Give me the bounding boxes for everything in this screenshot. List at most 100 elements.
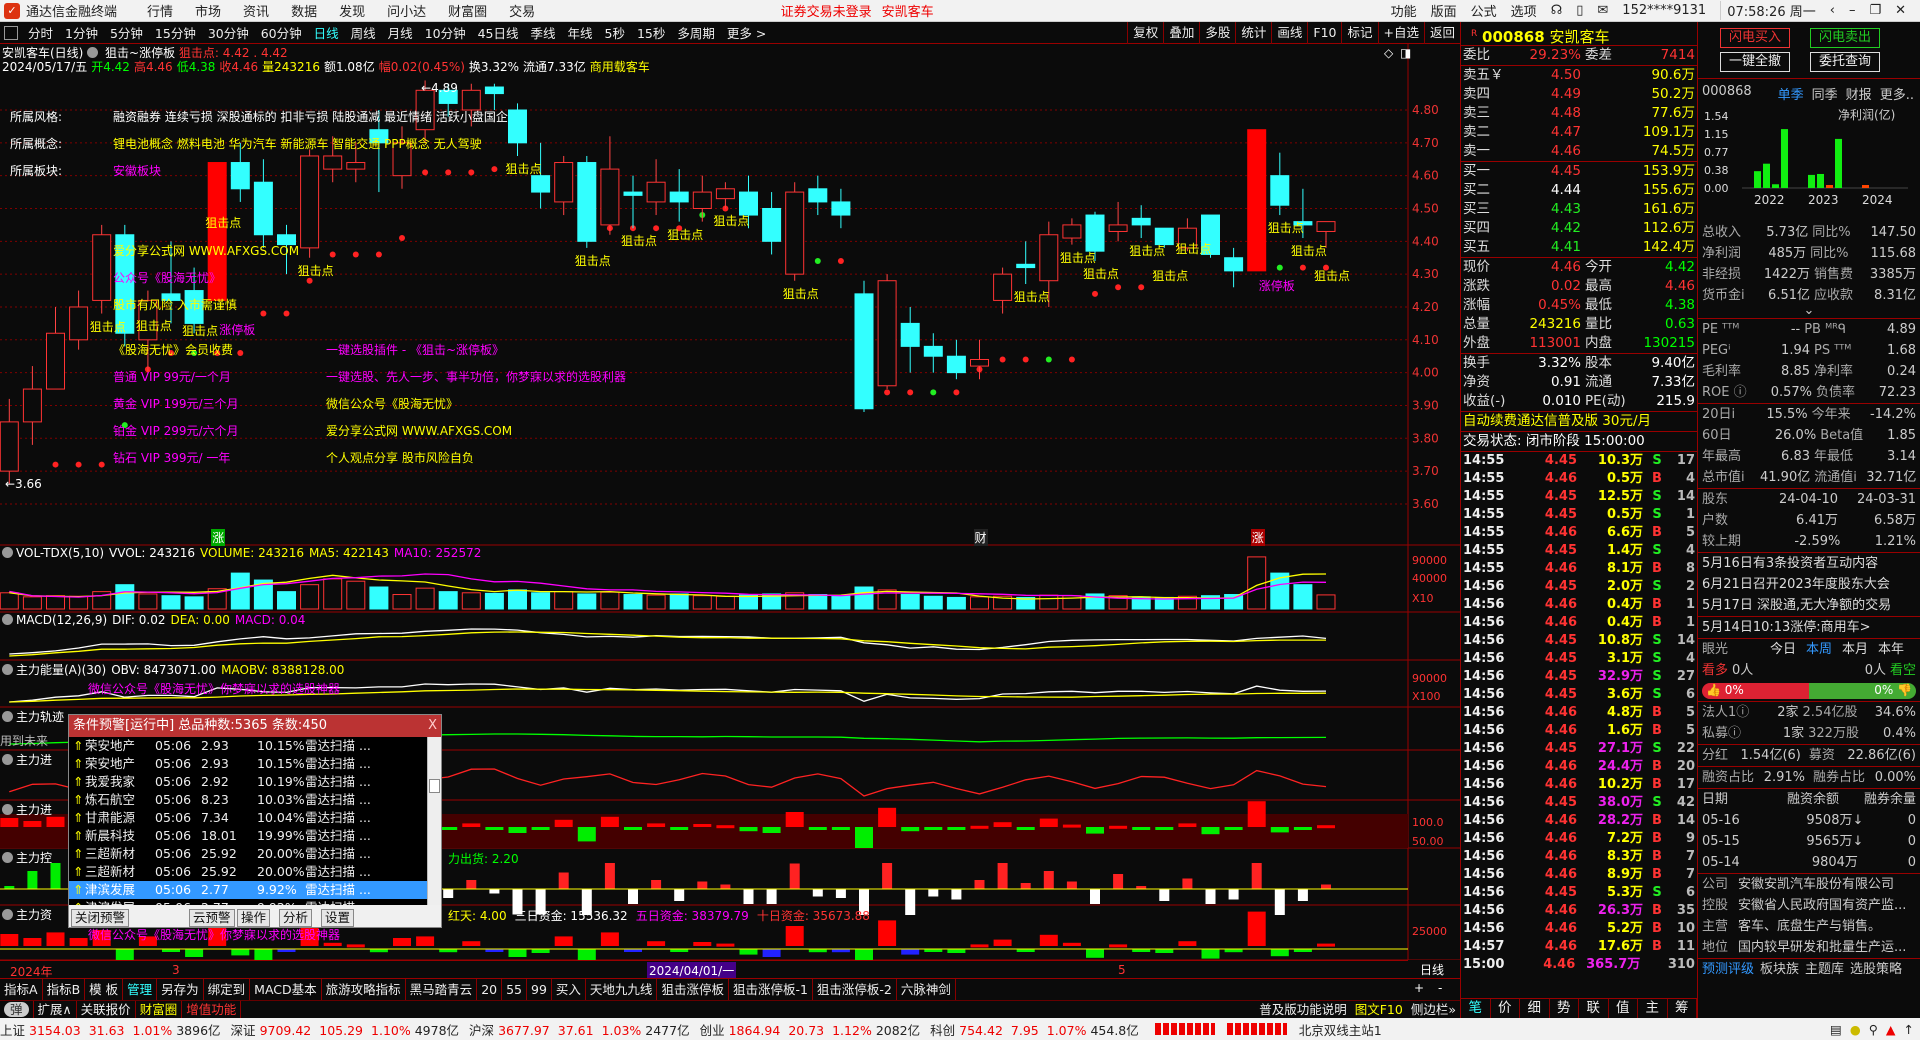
indicator-button[interactable]: 20 xyxy=(477,979,503,1000)
close-icon[interactable]: ✕ xyxy=(1895,3,1906,18)
bottom-link[interactable]: 选股策略 xyxy=(1850,962,1903,977)
signal-icon[interactable]: ⚲ xyxy=(1868,1021,1878,1037)
menu-7[interactable]: 交易 xyxy=(509,5,536,20)
quote-tab[interactable]: 值 xyxy=(1609,999,1638,1018)
dialog-button[interactable]: 云预警 xyxy=(189,909,235,927)
indicator-button[interactable]: 55 xyxy=(502,979,527,1000)
message-icon[interactable]: ✉ xyxy=(1597,3,1609,18)
quote-tab[interactable]: 主 xyxy=(1638,999,1668,1018)
indicator-menu-icon[interactable] xyxy=(2,909,13,920)
period-tab[interactable]: 1分钟 xyxy=(65,26,98,41)
vip-button[interactable]: 增值功能 xyxy=(182,1001,242,1018)
alert-row[interactable]: ⇑津滨发展 05:06 2.77 9.92% 雷达扫描 ... xyxy=(69,881,427,899)
vision-tab[interactable]: 本月 xyxy=(1841,642,1868,657)
indicator-button[interactable]: 狙击涨停板 xyxy=(657,979,729,1000)
chart-tool-button[interactable]: F10 xyxy=(1307,21,1341,44)
back-icon[interactable]: ‹ xyxy=(1829,3,1835,18)
toggle-switch[interactable]: 弹 xyxy=(4,1002,29,1017)
minimize-icon[interactable]: – xyxy=(1848,3,1856,18)
quote-tab[interactable]: 势 xyxy=(1550,999,1579,1018)
indicator-button[interactable]: 黑马踏青云 xyxy=(406,979,478,1000)
chart-tool-button[interactable]: 叠加 xyxy=(1163,21,1199,44)
indicator-button[interactable]: 指标A xyxy=(0,979,43,1000)
coin-icon[interactable]: ● xyxy=(1849,1021,1861,1037)
period-tab[interactable]: 多周期 xyxy=(677,26,715,41)
period-tab[interactable]: 15秒 xyxy=(636,26,666,41)
stock-alert[interactable]: 安凯客车 xyxy=(881,5,934,20)
period-tab[interactable]: 更多 > xyxy=(726,26,767,41)
expand-button[interactable]: 扩展∧ xyxy=(34,1001,77,1018)
bear-bar[interactable]: 0% 👎 xyxy=(1809,683,1916,699)
sidebar-toggle-icon[interactable] xyxy=(4,25,18,40)
alert-row[interactable]: ⇑ 三超新材 05:06 25.92 20.00% 雷达扫描 ... xyxy=(69,845,427,863)
panel-toggle-icon[interactable]: ◨ xyxy=(1400,46,1412,60)
chart-tool-button[interactable]: 统计 xyxy=(1235,21,1271,44)
indicator-button[interactable]: 另存为 xyxy=(157,979,204,1000)
menu-2[interactable]: 资讯 xyxy=(243,5,270,20)
period-tab[interactable]: 日线 xyxy=(313,26,339,41)
period-tab[interactable]: 30分钟 xyxy=(207,26,249,41)
traffic-light-icon[interactable]: ▲ xyxy=(1885,1021,1896,1037)
vision-tab[interactable]: 今日 xyxy=(1769,642,1796,657)
order-query-button[interactable]: 委托查询 xyxy=(1810,52,1880,72)
quote-tab[interactable]: 联 xyxy=(1579,999,1609,1018)
period-tab[interactable]: 10分钟 xyxy=(424,26,466,41)
indicator-button[interactable]: 99 xyxy=(527,979,552,1000)
alert-list[interactable]: ⇑ 荣安地产 05:06 2.93 10.15% 雷达扫描 ... ⇑ 荣安地产 05:06 2.… xyxy=(69,737,427,905)
dialog-title-bar[interactable]: 条件预警[运行中] 总品种数:5365 条数:450 X xyxy=(69,715,441,737)
period-tab[interactable]: 60分钟 xyxy=(260,26,302,41)
user-account[interactable]: 152****9131 xyxy=(1622,3,1707,18)
period-tab[interactable]: 45日线 xyxy=(477,26,519,41)
condition-alert-dialog[interactable]: 条件预警[运行中] 总品种数:5365 条数:450 X ⇑ 荣安地产 05:06 2.… xyxy=(68,714,442,928)
upload-icon[interactable]: ↑ xyxy=(1903,1021,1914,1037)
fin-tab[interactable]: 单季 xyxy=(1777,88,1804,103)
indicator-button[interactable]: MACD基本 xyxy=(250,979,322,1000)
indicator-menu-icon[interactable] xyxy=(2,664,13,675)
fin-tab[interactable]: 同季 xyxy=(1811,88,1838,103)
promo-banner[interactable]: 自动续费通达信普及版 30元/月 xyxy=(1461,412,1697,432)
chart-tool-button[interactable]: 多股 xyxy=(1199,21,1235,44)
news-item[interactable]: 5月16日有3条投资者互动内容 xyxy=(1702,556,1879,571)
indicator-menu-icon[interactable] xyxy=(2,754,13,765)
index-quote[interactable]: 沪深 3677.97 37.61 1.03% 2477亿 xyxy=(469,1020,690,1039)
cancel-all-button[interactable]: 一键全撤 xyxy=(1720,52,1790,72)
indicator-menu-icon[interactable] xyxy=(2,614,13,625)
flash-buy-button[interactable]: 闪电买入 xyxy=(1720,28,1790,48)
menu-0[interactable]: 行情 xyxy=(147,5,174,20)
chart-tool-button[interactable]: +自选 xyxy=(1377,21,1424,44)
chart-tool-button[interactable]: 画线 xyxy=(1271,21,1307,44)
indicator-button[interactable]: 狙击涨停板-1 xyxy=(729,979,813,1000)
menu-6[interactable]: 财富圈 xyxy=(448,5,488,20)
alert-row[interactable]: ⇑ 三超新材 05:06 25.92 20.00% 雷达扫描 ... xyxy=(69,863,427,881)
restore-icon[interactable]: ❐ xyxy=(1869,3,1882,18)
indicator-button[interactable]: 天地九九线 xyxy=(586,979,658,1000)
indicator-button[interactable]: 指标B xyxy=(43,979,86,1000)
popup-toggle[interactable]: 弹 xyxy=(0,1001,34,1018)
period-tab[interactable]: 周线 xyxy=(350,26,376,41)
alert-row[interactable]: ⇑ 新晨科技 05:06 18.01 19.99% 雷达扫描 ... xyxy=(69,827,427,845)
period-tab[interactable]: 5分钟 xyxy=(109,26,143,41)
news-item[interactable]: 6月21日召开2023年度股东大会 xyxy=(1702,577,1890,592)
linked-quote-button[interactable]: 关联报价 xyxy=(77,1001,136,1018)
scrollbar[interactable] xyxy=(427,737,441,905)
indicator-button[interactable]: 买入 xyxy=(552,979,586,1000)
indicator-button[interactable]: 模 板 xyxy=(85,979,124,1000)
expand-chevron-icon[interactable]: ⌄ xyxy=(1803,303,1815,318)
chart-tool-button[interactable]: 复权 xyxy=(1127,21,1163,44)
period-tab[interactable]: 15分钟 xyxy=(154,26,196,41)
period-tab[interactable]: 年线 xyxy=(567,26,593,41)
indicator-button[interactable]: 狙击涨停板-2 xyxy=(813,979,897,1000)
quote-tab[interactable]: 价 xyxy=(1491,999,1520,1018)
period-tab[interactable]: 5秒 xyxy=(604,26,625,41)
flash-sell-button[interactable]: 闪电卖出 xyxy=(1810,28,1880,48)
indicator-menu-icon[interactable] xyxy=(2,852,13,863)
menu-1[interactable]: 市场 xyxy=(195,5,222,20)
limit-up-news[interactable]: 5月14日10:13涨停:商用车> xyxy=(1702,620,1871,635)
diamond-icon[interactable]: ◇ xyxy=(1384,46,1394,60)
news-item[interactable]: 5月17日 深股通,无大净额的交易 xyxy=(1702,598,1892,613)
quote-tab[interactable]: 筹 xyxy=(1668,999,1697,1018)
menu-right-3[interactable]: 选项 xyxy=(1510,5,1537,20)
quote-tab[interactable]: 笔 xyxy=(1461,999,1491,1018)
index-quote[interactable]: 科创 754.42 7.95 1.07% 454.8亿 xyxy=(930,1020,1139,1039)
f10-link[interactable]: 图文F10 xyxy=(1354,1002,1403,1017)
